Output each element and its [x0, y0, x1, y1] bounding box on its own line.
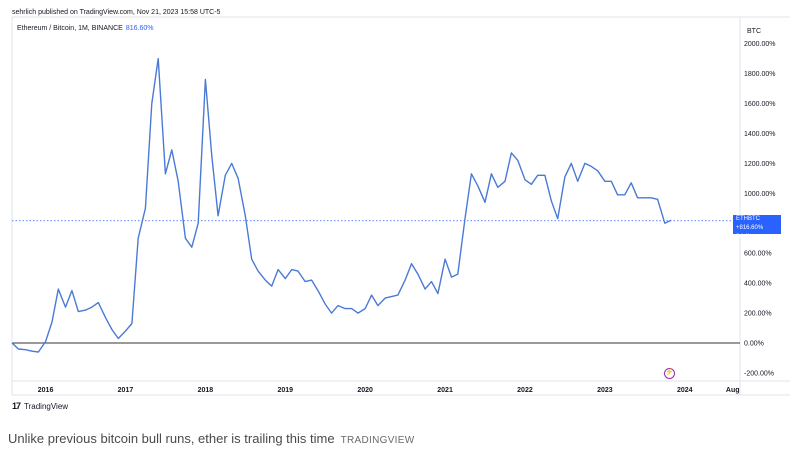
- chart-frame: sehrlich published on TradingView.com, N…: [0, 0, 800, 420]
- axis-unit-label: BTC: [747, 28, 761, 35]
- x-tick-label: 2017: [118, 387, 134, 394]
- logo-mark: 17: [12, 401, 21, 411]
- symbol-name: Ethereum / Bitcoin, 1M, BINANCE: [17, 25, 123, 32]
- y-tick-label: 1800.00%: [744, 71, 776, 78]
- x-tick-label: 2016: [38, 387, 54, 394]
- y-tick-label: -200.00%: [744, 370, 774, 377]
- x-tick-label: 2022: [517, 387, 533, 394]
- price-chart[interactable]: BTC 2000.00% 1800.00% 1600.00% 1400.00% 1200.…: [0, 0, 800, 420]
- y-tick-label: 1000.00%: [744, 191, 776, 198]
- lightning-icon[interactable]: ⚡: [664, 368, 675, 379]
- publisher-note: sehrlich published on TradingView.com, N…: [12, 9, 221, 16]
- price-tag: ETHBTC +816.60% 9d 4h: [733, 215, 781, 240]
- y-tick-label: 1400.00%: [744, 131, 776, 138]
- tradingview-logo[interactable]: 17 TradingView: [12, 401, 68, 411]
- logo-text: TradingView: [24, 401, 69, 411]
- x-tick-label: 2018: [198, 387, 214, 394]
- y-tick-label: 2000.00%: [744, 41, 776, 48]
- price-tag-symbol: ETHBTC: [736, 216, 760, 222]
- x-tick-label: 2024: [677, 387, 693, 394]
- y-tick-label: 1600.00%: [744, 101, 776, 108]
- change-percent: 816.60%: [125, 25, 154, 32]
- y-tick-label: 0.00%: [744, 341, 764, 348]
- price-tag-value: +816.60%: [736, 225, 764, 231]
- caption: Unlike previous bitcoin bull runs, ether…: [8, 431, 414, 446]
- x-tick-label: 2019: [277, 387, 293, 394]
- y-tick-label: 200.00%: [744, 311, 772, 318]
- series-line-ethbtc: [11, 57, 672, 353]
- y-tick-label: 400.00%: [744, 281, 772, 288]
- y-tick-label: 600.00%: [744, 251, 772, 258]
- symbol-legend[interactable]: Ethereum / Bitcoin, 1M, BINANCE 816.60%: [17, 25, 153, 32]
- caption-text: Unlike previous bitcoin bull runs, ether…: [8, 431, 335, 446]
- x-tick-label: Aug: [726, 387, 740, 394]
- price-tag-countdown: 9d 4h: [736, 234, 752, 240]
- y-tick-label: 1200.00%: [744, 161, 776, 168]
- x-tick-label: 2021: [437, 387, 453, 394]
- x-tick-label: 2023: [597, 387, 613, 394]
- x-tick-label: 2020: [357, 387, 373, 394]
- caption-credit: TRADINGVIEW: [340, 435, 415, 446]
